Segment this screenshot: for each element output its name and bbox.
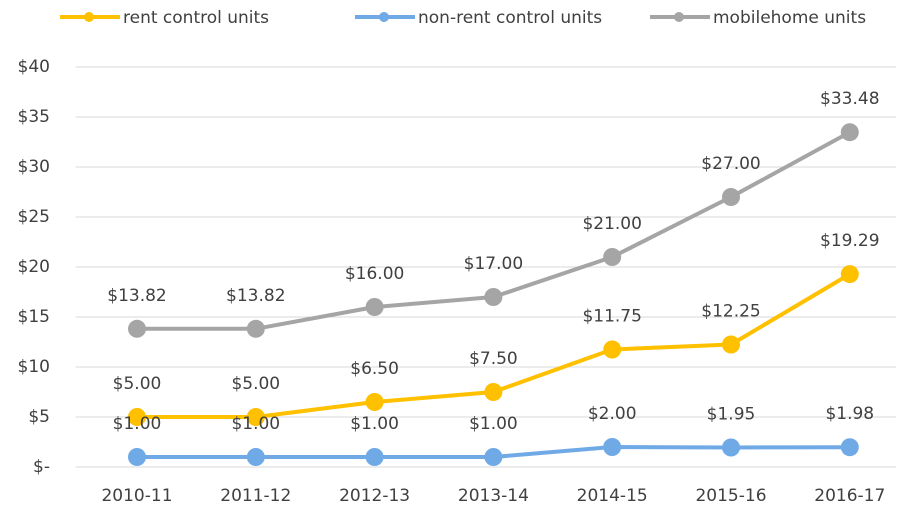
- data-point: [840, 123, 859, 142]
- data-point: [484, 383, 503, 401]
- x-tick-label: 2011-12: [220, 486, 291, 506]
- data-point: [128, 448, 146, 466]
- data-label: $1.95: [707, 405, 756, 425]
- legend-marker: [84, 12, 94, 22]
- x-tick-label: 2013-14: [458, 486, 529, 506]
- data-label: $11.75: [582, 307, 641, 327]
- data-label: $19.29: [820, 231, 879, 251]
- data-label: $6.50: [350, 359, 399, 379]
- data-label: $12.25: [701, 302, 760, 322]
- data-label: $27.00: [701, 154, 760, 174]
- x-tick-label: 2014-15: [577, 486, 648, 506]
- data-point: [246, 448, 265, 466]
- y-tick-label: $30: [18, 157, 50, 177]
- data-point: [246, 319, 265, 338]
- data-point: [603, 340, 622, 359]
- data-label: $1.00: [350, 414, 399, 434]
- data-point: [603, 248, 622, 266]
- data-point: [722, 335, 740, 354]
- y-tick-label: $35: [18, 107, 50, 127]
- y-tick-label: $20: [18, 257, 50, 277]
- x-tick-label: 2015-16: [695, 486, 766, 506]
- y-tick-label: $5: [28, 407, 50, 427]
- x-tick-label: 2016-17: [814, 486, 885, 506]
- data-point: [128, 319, 146, 338]
- data-point: [484, 448, 503, 466]
- data-point: [128, 408, 146, 426]
- y-tick-label: $-: [33, 457, 50, 477]
- legend-label: rent control units: [123, 8, 269, 28]
- data-label: $5.00: [231, 374, 280, 394]
- data-label: $17.00: [464, 254, 523, 274]
- y-tick-label: $40: [18, 57, 50, 77]
- legend-marker: [379, 12, 389, 22]
- data-point: [722, 188, 740, 206]
- data-label: $1.98: [825, 404, 874, 424]
- data-point: [603, 438, 622, 456]
- x-tick-label: 2012-13: [339, 486, 410, 506]
- data-label: $16.00: [345, 264, 404, 284]
- y-tick-label: $15: [18, 307, 50, 327]
- y-tick-label: $10: [18, 357, 50, 377]
- legend-marker: [674, 12, 684, 22]
- data-point: [840, 265, 859, 284]
- data-point: [365, 448, 384, 466]
- data-label: $13.82: [226, 286, 285, 306]
- data-label: $1.00: [231, 414, 280, 434]
- data-label: $2.00: [588, 404, 637, 424]
- data-label: $5.00: [113, 374, 162, 394]
- legend-label: non-rent control units: [418, 8, 602, 28]
- data-label: $21.00: [582, 214, 641, 234]
- data-point: [246, 408, 265, 426]
- data-label: $13.82: [107, 286, 166, 306]
- data-point: [484, 288, 503, 306]
- data-point: [365, 298, 384, 316]
- data-label: $7.50: [469, 349, 518, 369]
- y-tick-label: $25: [18, 207, 50, 227]
- x-tick-label: 2010-11: [101, 486, 172, 506]
- data-label: $33.48: [820, 89, 879, 109]
- data-point: [840, 438, 859, 457]
- legend-label: mobilehome units: [713, 8, 866, 28]
- data-label: $1.00: [113, 414, 162, 434]
- data-label: $1.00: [469, 414, 518, 434]
- data-point: [365, 393, 384, 411]
- data-point: [722, 438, 740, 457]
